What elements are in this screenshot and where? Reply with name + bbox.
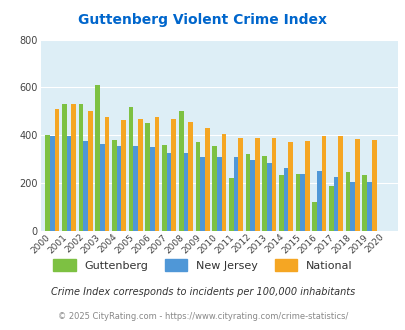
Bar <box>238 138 242 231</box>
Bar <box>112 140 117 231</box>
Bar <box>128 107 133 231</box>
Bar <box>366 182 371 231</box>
Bar <box>338 137 342 231</box>
Bar <box>166 153 171 231</box>
Bar <box>245 154 249 231</box>
Bar <box>371 140 375 231</box>
Bar <box>50 137 55 231</box>
Bar <box>45 135 50 231</box>
Bar <box>354 139 359 231</box>
Bar <box>79 104 83 231</box>
Bar <box>88 112 92 231</box>
Bar <box>183 153 188 231</box>
Bar <box>295 174 300 231</box>
Bar <box>117 146 121 231</box>
Bar <box>188 122 192 231</box>
Bar <box>288 143 292 231</box>
Bar <box>350 182 354 231</box>
Text: Crime Index corresponds to incidents per 100,000 inhabitants: Crime Index corresponds to incidents per… <box>51 287 354 297</box>
Bar <box>254 138 259 231</box>
Bar <box>262 156 266 231</box>
Bar <box>55 109 59 231</box>
Bar <box>71 104 76 231</box>
Bar <box>205 128 209 231</box>
Bar <box>62 104 66 231</box>
Bar <box>362 175 366 231</box>
Bar <box>304 141 309 231</box>
Bar <box>328 185 333 231</box>
Bar <box>283 168 288 231</box>
Bar <box>212 146 216 231</box>
Bar <box>178 112 183 231</box>
Bar <box>154 117 159 231</box>
Bar <box>195 143 200 231</box>
Bar <box>311 202 316 231</box>
Bar <box>271 138 276 231</box>
Bar <box>133 146 138 231</box>
Bar <box>333 177 338 231</box>
Bar <box>266 163 271 231</box>
Bar <box>138 118 143 231</box>
Bar <box>162 145 166 231</box>
Legend: Guttenberg, New Jersey, National: Guttenberg, New Jersey, National <box>49 255 356 275</box>
Bar <box>83 141 88 231</box>
Bar <box>216 157 221 231</box>
Bar <box>200 157 205 231</box>
Bar <box>249 160 254 231</box>
Text: Guttenberg Violent Crime Index: Guttenberg Violent Crime Index <box>78 13 327 27</box>
Bar <box>221 134 226 231</box>
Bar <box>104 117 109 231</box>
Bar <box>321 137 326 231</box>
Bar <box>228 178 233 231</box>
Bar <box>278 175 283 231</box>
Text: © 2025 CityRating.com - https://www.cityrating.com/crime-statistics/: © 2025 CityRating.com - https://www.city… <box>58 312 347 321</box>
Bar <box>150 147 154 231</box>
Bar <box>300 174 304 231</box>
Bar <box>95 85 100 231</box>
Bar <box>233 157 238 231</box>
Bar <box>66 137 71 231</box>
Bar <box>316 171 321 231</box>
Bar <box>171 118 176 231</box>
Bar <box>100 144 104 231</box>
Bar <box>345 172 350 231</box>
Bar <box>121 120 126 231</box>
Bar <box>145 123 150 231</box>
